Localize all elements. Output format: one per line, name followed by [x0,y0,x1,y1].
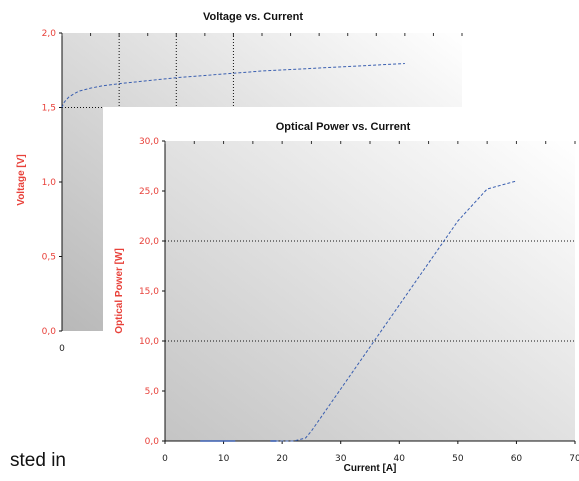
optical-power-x-tick-label: 70 [569,454,579,464]
optical-power-y-tick-label: 25,0 [139,187,159,197]
optical-power-y-tick-label: 0,0 [145,437,160,447]
voltage-y-ticks: 0,0 0,5 1,0 1,5 2,0 [42,29,62,337]
optical-power-y-tick-label: 30,0 [139,137,159,147]
optical-power-series [200,180,517,442]
optical-power-y-tick-label: 20,0 [139,237,159,247]
optical-power-x-tick-label: 50 [452,454,464,464]
optical-power-y-ticks: 0,0 5,0 10,0 15,0 20,0 25,0 30,0 [139,137,165,447]
optical-power-x-ticks: 0 10 20 30 40 50 60 70 [162,441,579,464]
optical-power-x-tick-label: 0 [162,454,168,464]
optical-power-x-tick-label: 60 [511,454,523,464]
optical-power-y-axis-label: Optical Power [W] [114,248,125,334]
voltage-series-line [61,63,405,108]
optical-power-chart: Optical Power vs. Current Optical Power … [103,107,579,481]
optical-power-gridlines [165,240,575,342]
optical-power-x-tick-label: 30 [335,454,347,464]
voltage-y-tick-label: 0,5 [42,253,56,263]
optical-power-series-line [270,180,517,442]
voltage-series [61,63,405,108]
voltage-y-tick-label: 0,0 [42,327,57,337]
voltage-y-axis-label: Voltage [V] [16,154,27,205]
optical-power-x-tick-label: 10 [218,454,230,464]
optical-power-chart-title: Optical Power vs. Current [276,121,411,133]
background-text-fragment: sted in [10,450,66,471]
optical-power-plot-area [165,141,575,441]
optical-power-x-tick-label: 20 [276,454,288,464]
voltage-y-tick-label: 1,5 [42,104,56,114]
voltage-y-tick-label: 1,0 [42,178,57,188]
voltage-x-tick-label: 0 [59,344,65,354]
optical-power-x-tick-label: 40 [394,454,406,464]
optical-power-x-axis-label: Current [A] [344,463,397,474]
voltage-chart-title: Voltage vs. Current [203,11,303,23]
voltage-y-tick-label: 2,0 [42,29,57,39]
optical-power-y-tick-label: 10,0 [139,337,159,347]
optical-power-y-tick-label: 5,0 [145,387,160,397]
optical-power-y-tick-label: 15,0 [139,287,159,297]
voltage-x-ticks: 0 [59,344,65,354]
